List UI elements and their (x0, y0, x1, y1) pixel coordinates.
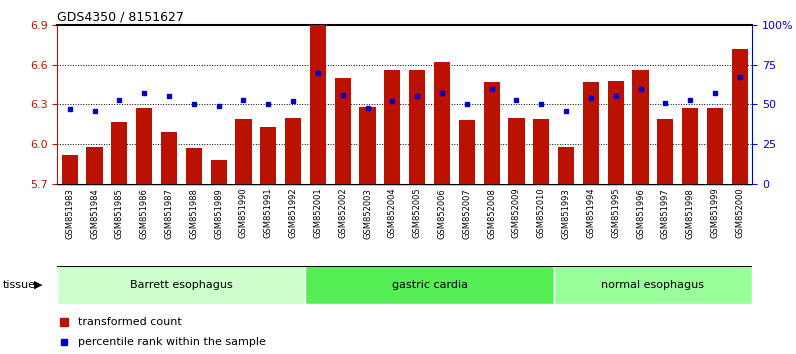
Bar (185, 148, 202, 184)
Text: GSM852001: GSM852001 (314, 188, 322, 239)
Bar (509, 118, 525, 184)
Text: GSM851993: GSM851993 (562, 188, 571, 239)
Bar (57, 266, 306, 304)
Text: GSM851995: GSM851995 (611, 188, 620, 239)
Bar (607, 81, 624, 184)
Bar (306, 266, 554, 304)
Text: GSM851999: GSM851999 (711, 188, 720, 239)
Text: tissue: tissue (2, 280, 35, 290)
Text: GSM851996: GSM851996 (636, 188, 645, 239)
Bar (136, 108, 152, 184)
Bar (161, 132, 177, 184)
Text: GSM852010: GSM852010 (537, 188, 546, 239)
Bar (707, 108, 723, 184)
Text: GSM852005: GSM852005 (412, 188, 422, 239)
Text: GSM851992: GSM851992 (289, 188, 298, 239)
Bar (558, 147, 574, 184)
Text: GSM851997: GSM851997 (661, 188, 670, 239)
Text: gastric cardia: gastric cardia (392, 280, 467, 290)
Bar (285, 118, 301, 184)
Text: GSM852008: GSM852008 (487, 188, 496, 239)
Text: normal esophagus: normal esophagus (602, 280, 704, 290)
Bar (211, 160, 227, 184)
Text: percentile rank within the sample: percentile rank within the sample (78, 337, 266, 348)
Text: ▶: ▶ (34, 280, 43, 290)
Bar (409, 70, 425, 184)
Text: GSM851988: GSM851988 (189, 188, 198, 239)
Text: GSM851984: GSM851984 (90, 188, 99, 239)
Text: GSM851986: GSM851986 (139, 188, 149, 239)
Bar (310, 25, 326, 184)
Bar (682, 108, 698, 184)
Bar (360, 107, 376, 184)
Text: GSM852009: GSM852009 (512, 188, 521, 239)
Bar (483, 82, 500, 184)
Bar (533, 119, 549, 184)
Bar (111, 122, 127, 184)
Text: GSM852003: GSM852003 (363, 188, 372, 239)
Text: GSM851989: GSM851989 (214, 188, 223, 239)
Bar (583, 82, 599, 184)
Text: transformed count: transformed count (78, 317, 182, 327)
Bar (657, 119, 673, 184)
Text: GSM851990: GSM851990 (239, 188, 248, 239)
Bar (554, 266, 752, 304)
Bar (87, 147, 103, 184)
Text: GSM851991: GSM851991 (263, 188, 273, 239)
Bar (458, 120, 475, 184)
Text: GSM852002: GSM852002 (338, 188, 347, 239)
Bar (384, 70, 400, 184)
Bar (61, 155, 78, 184)
Text: GSM851987: GSM851987 (165, 188, 174, 239)
Text: GSM851985: GSM851985 (115, 188, 124, 239)
Text: GSM851983: GSM851983 (65, 188, 74, 239)
Bar (732, 49, 748, 184)
Text: GSM851998: GSM851998 (685, 188, 695, 239)
Bar (260, 127, 276, 184)
Bar (633, 70, 649, 184)
Text: GSM852006: GSM852006 (438, 188, 447, 239)
Text: GSM852007: GSM852007 (462, 188, 471, 239)
Text: GSM852000: GSM852000 (736, 188, 744, 239)
Text: GDS4350 / 8151627: GDS4350 / 8151627 (57, 11, 184, 24)
Text: GSM852004: GSM852004 (388, 188, 397, 239)
Bar (236, 119, 252, 184)
Bar (334, 78, 351, 184)
Text: Barrett esophagus: Barrett esophagus (130, 280, 232, 290)
Text: GSM851994: GSM851994 (587, 188, 595, 239)
Bar (434, 62, 450, 184)
